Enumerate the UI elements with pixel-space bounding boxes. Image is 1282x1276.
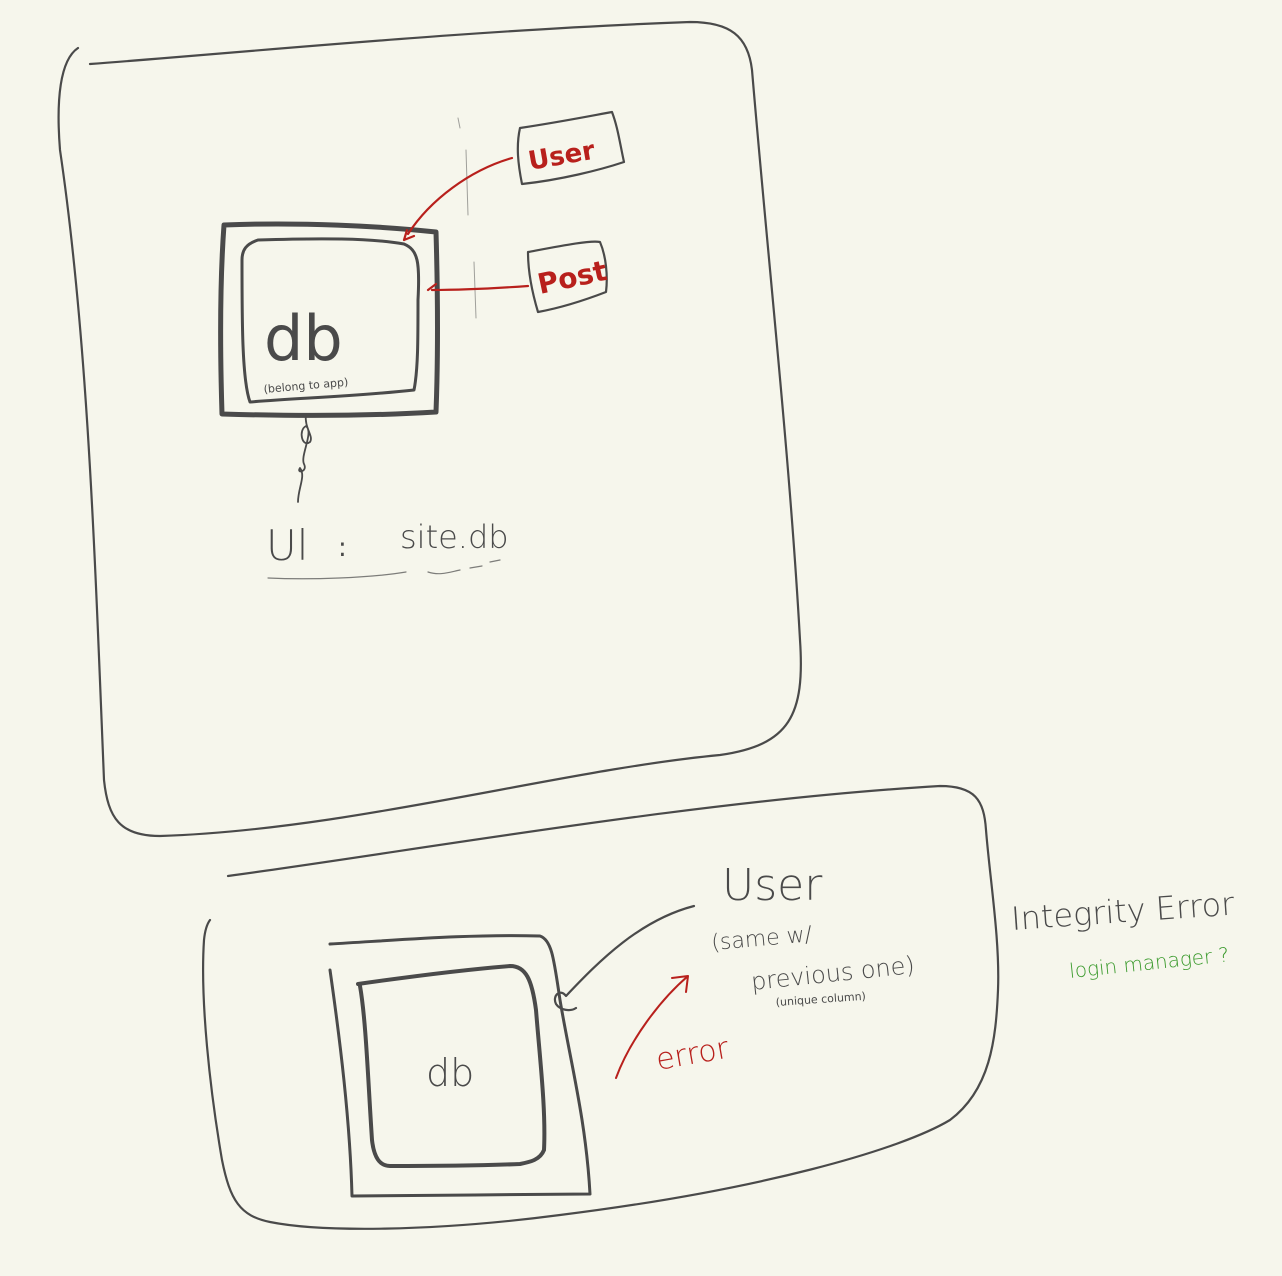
uri-label: Ul (266, 521, 308, 570)
uri-link (297, 413, 312, 503)
sketch-1-frame (57, 20, 802, 838)
user-box-label: User (526, 136, 597, 177)
db-label-1: db (264, 302, 343, 375)
post-arrow (426, 282, 530, 292)
db-box-2 (328, 934, 592, 1198)
post-model-box (526, 240, 608, 314)
db-label-2: db (426, 1051, 474, 1095)
error-label: error (653, 1031, 732, 1078)
uri-value: site.db (400, 518, 509, 556)
integrity-error-label: Integrity Error (1010, 884, 1236, 938)
sketch-2-frame (202, 784, 1000, 1230)
user-note-line2: previous one) (750, 951, 916, 996)
user-model-box (516, 110, 626, 186)
db-note: (belong to app) (263, 376, 349, 396)
uri-colon: : (338, 533, 347, 563)
user-title: User (722, 860, 823, 911)
error-arrow (615, 975, 689, 1079)
db-box-1 (218, 221, 440, 418)
user-arrow (402, 156, 514, 242)
login-manager-note: login manager ? (1068, 942, 1230, 983)
faint-mark-1 (457, 117, 469, 216)
uri-underline (267, 559, 501, 580)
user-note-line1: (same w/ (710, 922, 813, 956)
user-connector (553, 904, 696, 1012)
user-note-small: (unique column) (775, 990, 866, 1009)
